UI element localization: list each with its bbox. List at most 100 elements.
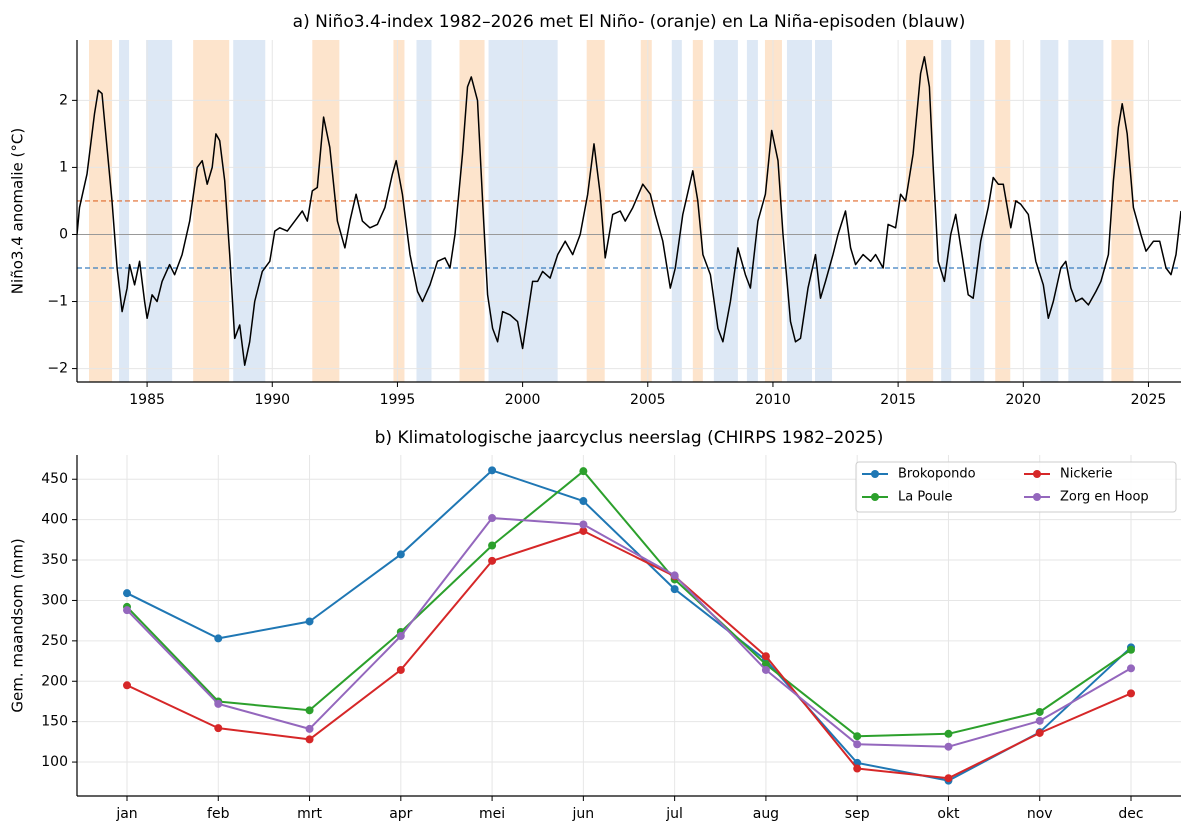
episode-band: [815, 40, 833, 382]
x-tick-label: mei: [479, 806, 505, 822]
chart-title: a) Niño3.4-index 1982–2026 met El Niño- …: [293, 12, 966, 32]
data-point: [214, 699, 223, 708]
data-point: [305, 735, 314, 744]
legend-marker: [1033, 493, 1041, 501]
plot-area: [77, 40, 1181, 382]
episode-band: [764, 40, 782, 382]
data-point: [1035, 716, 1044, 725]
episode-band: [146, 40, 173, 382]
x-tick-label: 2010: [755, 392, 791, 408]
data-point: [488, 541, 497, 550]
data-point: [123, 681, 131, 690]
data-line: [126, 469, 1132, 782]
y-tick-label: 450: [41, 471, 68, 487]
x-tick-label: 2005: [630, 392, 666, 408]
y-tick-label: 150: [41, 714, 68, 730]
data-point: [579, 497, 588, 506]
episode-band: [671, 40, 682, 382]
episode-band: [640, 40, 652, 382]
data-point: [579, 467, 588, 476]
episode-band: [941, 40, 952, 382]
data-point: [396, 550, 405, 559]
data-point: [853, 764, 862, 773]
legend-label: La Poule: [898, 490, 953, 505]
legend-label: Nickerie: [1060, 467, 1113, 482]
data-point: [944, 774, 953, 783]
data-point: [579, 520, 588, 529]
data-point: [761, 660, 770, 669]
y-axis-label: Gem. maandsom (mm): [9, 538, 27, 712]
episode-band: [906, 40, 934, 382]
x-tick-label: okt: [937, 806, 960, 822]
y-tick-label: −2: [47, 361, 68, 377]
episode-band: [746, 40, 758, 382]
data-point: [123, 589, 131, 598]
y-tick-label: 400: [41, 512, 68, 528]
y-tick-label: 200: [41, 673, 68, 689]
plot-area: [77, 455, 1181, 796]
data-point: [1127, 664, 1135, 673]
x-tick-label: 2015: [880, 392, 916, 408]
legend-marker: [871, 493, 879, 501]
y-tick-label: −1: [47, 294, 68, 310]
data-point: [761, 652, 770, 661]
chart-title: b) Klimatologische jaarcyclus neerslag (…: [375, 428, 884, 448]
x-tick-label: dec: [1118, 806, 1143, 822]
data-point: [670, 585, 679, 594]
data-point: [396, 632, 405, 641]
episode-band: [89, 40, 113, 382]
data-point: [305, 617, 314, 626]
episode-band: [1040, 40, 1059, 382]
data-point: [123, 606, 131, 615]
x-tick-label: feb: [207, 806, 230, 822]
y-tick-label: 350: [41, 552, 68, 568]
data-point: [214, 634, 223, 643]
data-point: [488, 556, 497, 565]
data-point: [214, 724, 223, 733]
x-tick-label: 2025: [1131, 392, 1167, 408]
episode-band: [786, 40, 812, 382]
y-tick-label: 1: [59, 159, 68, 175]
episode-band: [393, 40, 405, 382]
x-tick-label: 1995: [380, 392, 416, 408]
x-tick-label: 1985: [129, 392, 165, 408]
y-tick-label: 300: [41, 592, 68, 608]
legend-marker: [871, 470, 879, 478]
x-tick-label: apr: [389, 806, 412, 822]
data-point: [853, 732, 862, 741]
legend-label: Zorg en Hoop: [1060, 490, 1149, 505]
x-tick-label: 2000: [505, 392, 541, 408]
data-point: [396, 665, 405, 674]
x-tick-label: mrt: [297, 806, 322, 822]
x-tick-label: jul: [665, 806, 683, 822]
y-tick-label: 0: [59, 226, 68, 242]
x-tick-label: jan: [115, 806, 137, 822]
episode-band: [1111, 40, 1134, 382]
x-tick-label: nov: [1027, 806, 1053, 822]
episode-band: [459, 40, 485, 382]
data-point: [1127, 645, 1135, 654]
legend-marker: [1033, 470, 1041, 478]
data-line: [77, 56, 1181, 366]
episode-band: [312, 40, 340, 382]
x-tick-label: 2020: [1005, 392, 1041, 408]
data-point: [488, 514, 497, 523]
data-line: [126, 530, 1132, 780]
data-point: [305, 706, 314, 715]
y-tick-label: 250: [41, 633, 68, 649]
episode-band: [416, 40, 432, 382]
y-axis-label: Niño3.4 anomalie (°C): [9, 128, 27, 294]
y-tick-label: 2: [59, 92, 68, 108]
data-line: [126, 517, 1132, 748]
data-point: [853, 740, 862, 749]
episode-band: [692, 40, 703, 382]
data-point: [761, 665, 770, 674]
episode-band: [970, 40, 985, 382]
x-tick-label: jun: [572, 806, 595, 822]
episode-band: [1068, 40, 1104, 382]
data-point: [1035, 707, 1044, 716]
data-point: [1035, 728, 1044, 737]
episode-band: [233, 40, 266, 382]
episode-band: [713, 40, 738, 382]
